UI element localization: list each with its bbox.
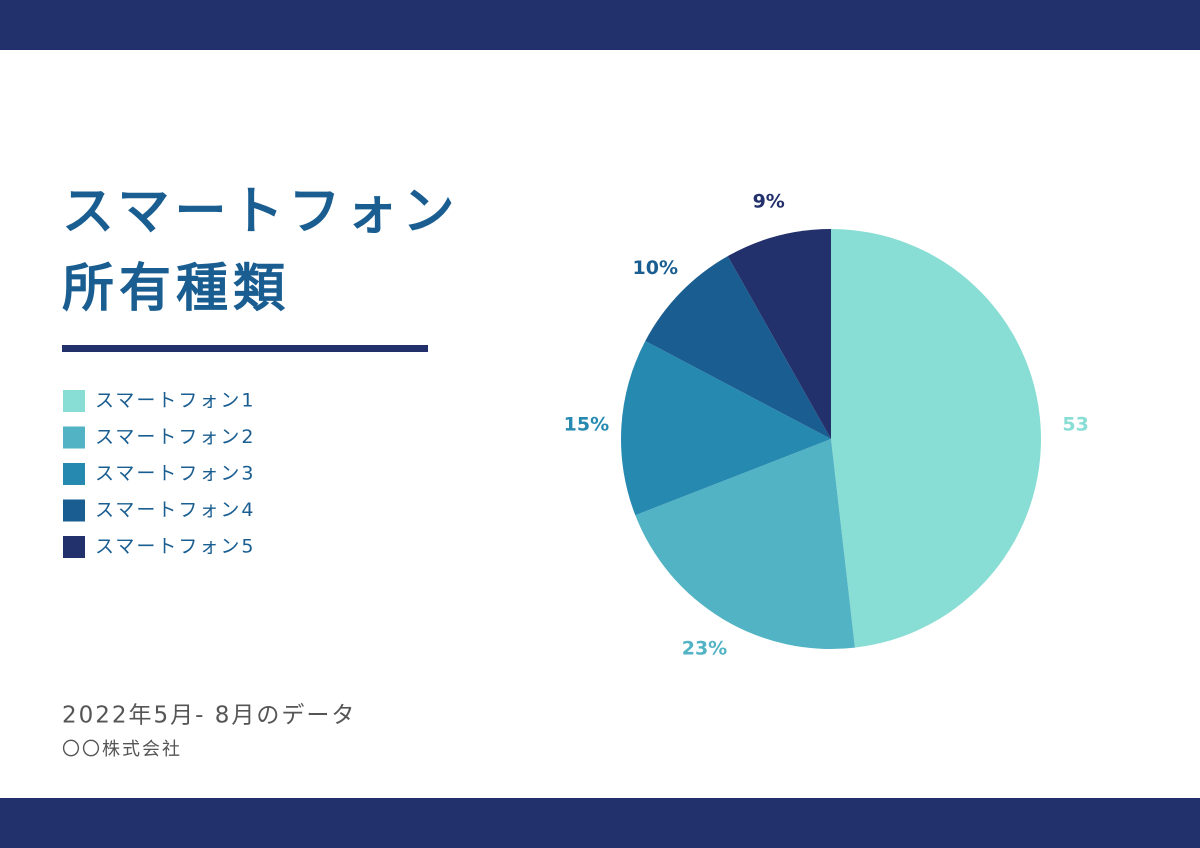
legend-label: スマートフォン1 — [95, 390, 256, 412]
note: 2022年5月- 8月のデータ — [62, 703, 356, 729]
value-label: 10% — [633, 257, 678, 279]
legend-swatch — [63, 426, 85, 449]
legend-label: スマートフォン5 — [95, 536, 256, 558]
legend-swatch — [63, 390, 85, 412]
title-line: 所有種類 — [62, 259, 290, 319]
value-label: 15% — [564, 414, 609, 436]
title-underline — [62, 345, 428, 352]
top-band — [0, 0, 1200, 50]
value-label: 9% — [753, 191, 785, 213]
title-line: スマートフォン — [62, 182, 459, 242]
legend-swatch — [63, 536, 85, 558]
pie-slice — [645, 256, 831, 439]
legend-label: スマートフォン3 — [95, 463, 256, 485]
value-label: 23% — [682, 637, 727, 659]
legend-label: スマートフォン4 — [95, 499, 256, 521]
pie-slice — [635, 439, 855, 649]
bottom-band — [0, 798, 1200, 848]
pie-slice — [727, 229, 831, 439]
legend-label: スマートフォン2 — [95, 426, 256, 448]
source: 〇〇株式会社 — [62, 739, 182, 760]
legend-swatch — [63, 463, 85, 485]
pie-slice — [831, 229, 1042, 648]
value-label: 53 — [1062, 414, 1088, 436]
legend-swatch — [63, 499, 85, 522]
pie-slice — [621, 340, 831, 516]
